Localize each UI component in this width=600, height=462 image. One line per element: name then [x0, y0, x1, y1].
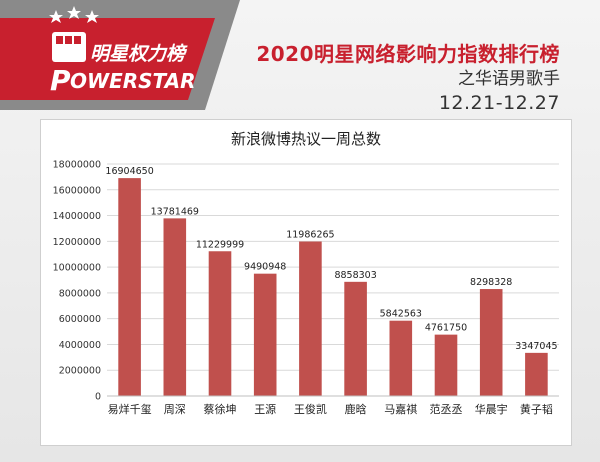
x-category-label: 黄子韬: [520, 402, 553, 416]
bar-value-label: 5842563: [380, 309, 422, 320]
star-icon: [67, 6, 81, 19]
x-category-label: 范丞丞: [430, 402, 463, 416]
x-category-label: 王俊凯: [294, 402, 327, 416]
chart-panel: 新浪微博热议一周总数 0 2000000 4000000 6000000 8000000…: [40, 119, 572, 446]
bar: [479, 289, 503, 396]
y-tick-label: 12000000: [53, 237, 101, 248]
bar: [208, 251, 232, 396]
bar: [253, 273, 277, 396]
fist-emblem-icon: [52, 32, 86, 62]
bar-value-label: 4761750: [425, 323, 467, 334]
page-subtitle: 之华语男歌手: [458, 69, 560, 89]
x-category-label: 马嘉祺: [384, 402, 417, 416]
bar-value-label: 13781469: [151, 206, 199, 217]
x-category-label: 王源: [254, 402, 276, 416]
bar-value-label: 16904650: [105, 166, 153, 177]
bar-value-label: 3347045: [515, 341, 557, 352]
y-tick-label: 10000000: [53, 263, 101, 274]
bar-value-label: 11229999: [196, 239, 244, 250]
logo-cn-text: 明星权力榜: [90, 43, 188, 65]
logo-p-text: P: [50, 64, 71, 97]
powerstar-logo: 明星权力榜 P OWERSTAR: [0, 0, 260, 110]
star-icon: [85, 10, 99, 23]
page-title: 2020明星网络影响力指数排行榜: [256, 42, 560, 66]
x-category-label: 鹿晗: [345, 402, 367, 416]
logo-en-text: OWERSTAR: [70, 69, 196, 93]
y-tick-label: 16000000: [53, 185, 101, 196]
y-tick-label: 0: [95, 392, 101, 403]
bar-value-label: 11986265: [286, 230, 334, 241]
bar-value-label: 9490948: [244, 262, 286, 273]
bar: [299, 241, 322, 396]
bar: [434, 334, 458, 396]
bar: [344, 281, 367, 396]
y-tick-label: 2000000: [59, 366, 101, 377]
y-tick-label: 18000000: [53, 160, 101, 171]
bar-chart: 0 2000000 4000000 6000000 8000000 10000000 120…: [53, 160, 559, 416]
header: 2020明星网络影响力指数排行榜 之华语男歌手 12.21-12.27: [256, 42, 560, 114]
y-tick-label: 8000000: [59, 288, 101, 299]
bar: [118, 178, 141, 396]
y-tick-label: 6000000: [59, 314, 101, 325]
x-category-label: 蔡徐坤: [204, 402, 237, 416]
bar-value-label: 8858303: [334, 270, 376, 281]
x-category-label: 周深: [164, 403, 186, 416]
bar: [389, 320, 413, 396]
x-category-label: 华晨宇: [475, 402, 508, 416]
date-range: 12.21-12.27: [438, 92, 560, 114]
bar-value-label: 8298328: [470, 277, 512, 288]
y-tick-label: 4000000: [59, 340, 101, 351]
x-category-label: 易烊千玺: [108, 402, 152, 416]
chart-title: 新浪微博热议一周总数: [230, 130, 381, 148]
bar: [525, 352, 548, 396]
star-icons: [49, 6, 99, 23]
y-tick-label: 14000000: [53, 211, 101, 222]
star-icon: [49, 10, 63, 23]
bar: [163, 218, 187, 396]
